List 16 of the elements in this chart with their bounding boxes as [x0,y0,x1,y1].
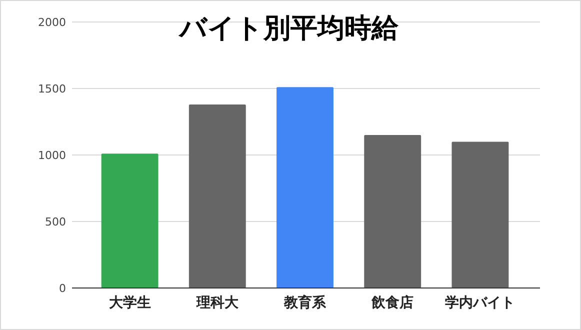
y-tick-label: 500 [45,216,66,228]
bar [188,104,246,288]
y-tick-label: 1500 [38,82,66,96]
x-tick-label: 理科大 [195,295,240,311]
x-tick-label: 学内バイト [445,295,516,311]
bar [452,142,509,288]
chart-title: バイト別平均時給 [178,13,400,44]
bar [364,135,422,288]
bar [101,154,158,288]
bar [276,87,334,288]
y-tick-label: 0 [59,282,66,295]
x-tick-label: 飲食店 [370,294,414,311]
y-tick-label: 2000 [38,16,66,29]
x-tick-label: 教育系 [283,294,327,311]
y-tick-label: 1000 [38,149,66,162]
x-tick-label: 大学生 [108,295,151,311]
